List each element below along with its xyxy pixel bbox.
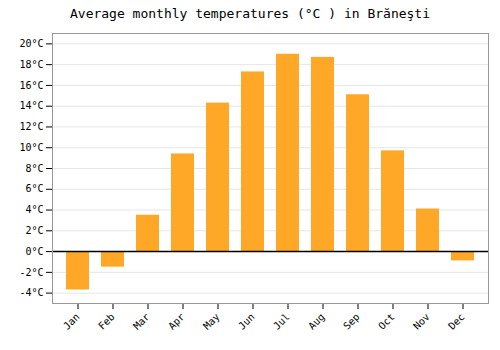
svg-text:May: May — [201, 311, 222, 332]
html-text:Average monthly temperatures (: Average monthly temperatures (°C ) in Br… — [70, 6, 430, 21]
svg-text:Dec: Dec — [446, 311, 467, 332]
svg-text:12°C: 12°C — [19, 121, 43, 132]
svg-text:Oct: Oct — [376, 311, 397, 332]
svg-text:Jul: Jul — [271, 311, 292, 332]
svg-text:Sep: Sep — [341, 311, 362, 332]
svg-text:10°C: 10°C — [19, 142, 43, 153]
svg-text:Apr: Apr — [166, 311, 187, 332]
svg-text:Aug: Aug — [306, 311, 327, 332]
svg-text:Mar: Mar — [131, 311, 152, 332]
svg-text:0°C: 0°C — [25, 246, 43, 257]
svg-text:Nov: Nov — [411, 311, 432, 332]
svg-text:Feb: Feb — [96, 311, 117, 332]
svg-text:4°C: 4°C — [25, 204, 43, 215]
svg-text:6°C: 6°C — [25, 183, 43, 194]
svg-text:-2°C: -2°C — [19, 267, 43, 278]
svg-text:20°C: 20°C — [19, 38, 43, 49]
svg-text:14°C: 14°C — [19, 100, 43, 111]
svg-text:18°C: 18°C — [19, 59, 43, 70]
svg-text:-4°C: -4°C — [19, 287, 43, 298]
svg-text:8°C: 8°C — [25, 163, 43, 174]
svg-text:2°C: 2°C — [25, 225, 43, 236]
svg-text:Jun: Jun — [236, 311, 257, 332]
svg-text:Jan: Jan — [61, 311, 82, 332]
svg-text:16°C: 16°C — [19, 80, 43, 91]
